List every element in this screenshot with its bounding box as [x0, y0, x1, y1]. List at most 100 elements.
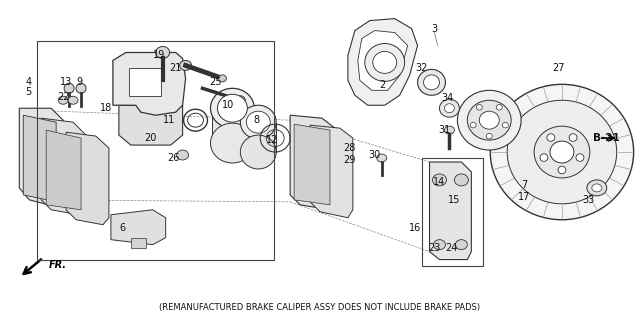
Bar — [241, 122, 276, 152]
Ellipse shape — [534, 126, 590, 178]
Text: 23: 23 — [428, 243, 441, 252]
Ellipse shape — [424, 75, 440, 90]
Polygon shape — [111, 210, 166, 244]
Ellipse shape — [507, 100, 617, 204]
Text: 21: 21 — [170, 63, 182, 73]
Text: 10: 10 — [222, 100, 234, 110]
Text: 2: 2 — [380, 80, 386, 90]
Ellipse shape — [444, 104, 454, 113]
Text: 28: 28 — [344, 143, 356, 153]
Ellipse shape — [218, 94, 247, 122]
Ellipse shape — [456, 240, 467, 250]
Text: 20: 20 — [145, 133, 157, 143]
Bar — [131, 238, 146, 248]
Polygon shape — [41, 118, 86, 215]
Text: 7: 7 — [521, 180, 527, 190]
Ellipse shape — [241, 105, 276, 139]
Ellipse shape — [180, 60, 191, 70]
Text: 14: 14 — [433, 177, 445, 187]
Ellipse shape — [569, 134, 577, 141]
Polygon shape — [348, 19, 417, 105]
Ellipse shape — [433, 174, 447, 186]
Ellipse shape — [156, 46, 170, 59]
Ellipse shape — [454, 174, 468, 186]
Ellipse shape — [470, 122, 476, 128]
Ellipse shape — [177, 150, 189, 160]
Ellipse shape — [377, 154, 387, 162]
Text: 34: 34 — [442, 93, 454, 103]
Ellipse shape — [558, 166, 566, 174]
Ellipse shape — [433, 240, 445, 250]
Text: 16: 16 — [408, 223, 420, 233]
Ellipse shape — [592, 184, 602, 192]
Text: (REMANUFACTURED BRAKE CALIPER ASSY DOES NOT INCLUDE BRAKE PADS): (REMANUFACTURED BRAKE CALIPER ASSY DOES … — [159, 303, 481, 312]
Ellipse shape — [496, 105, 502, 110]
Ellipse shape — [64, 83, 74, 93]
Bar — [129, 68, 161, 96]
Text: 5: 5 — [25, 87, 31, 97]
Bar — [212, 108, 252, 143]
Text: 31: 31 — [438, 125, 451, 135]
Ellipse shape — [502, 122, 508, 128]
Ellipse shape — [58, 96, 68, 104]
Polygon shape — [23, 115, 56, 202]
Text: 29: 29 — [344, 155, 356, 165]
Polygon shape — [46, 130, 81, 210]
Text: 27: 27 — [553, 63, 565, 73]
Polygon shape — [113, 52, 186, 115]
Polygon shape — [19, 108, 63, 207]
Text: 17: 17 — [518, 192, 531, 202]
Ellipse shape — [576, 154, 584, 161]
Text: 26: 26 — [168, 153, 180, 163]
Polygon shape — [119, 105, 182, 145]
Ellipse shape — [440, 99, 460, 117]
Polygon shape — [294, 124, 330, 205]
Text: FR.: FR. — [49, 260, 67, 269]
Text: 22: 22 — [57, 92, 69, 102]
Ellipse shape — [372, 52, 397, 73]
Text: 33: 33 — [582, 195, 595, 205]
Ellipse shape — [444, 126, 454, 134]
Ellipse shape — [218, 75, 227, 82]
Text: 18: 18 — [100, 103, 112, 113]
Bar — [422, 158, 483, 266]
Text: 13: 13 — [60, 77, 72, 87]
Polygon shape — [66, 132, 109, 225]
Ellipse shape — [211, 88, 254, 128]
Ellipse shape — [365, 44, 404, 81]
Text: 15: 15 — [448, 195, 461, 205]
Ellipse shape — [550, 141, 574, 163]
Ellipse shape — [540, 154, 548, 161]
Text: 11: 11 — [163, 115, 175, 125]
Ellipse shape — [211, 123, 254, 163]
Text: 3: 3 — [431, 24, 438, 34]
Text: 25: 25 — [209, 77, 221, 87]
Text: 32: 32 — [415, 63, 428, 73]
Polygon shape — [310, 125, 353, 218]
Polygon shape — [290, 115, 335, 210]
Text: 4: 4 — [25, 77, 31, 87]
Ellipse shape — [236, 96, 245, 105]
Text: B-21: B-21 — [593, 133, 620, 143]
Ellipse shape — [486, 133, 492, 139]
Text: 8: 8 — [253, 115, 259, 125]
Text: 24: 24 — [445, 243, 458, 252]
Ellipse shape — [458, 90, 521, 150]
Ellipse shape — [547, 134, 555, 141]
Text: 19: 19 — [152, 51, 165, 60]
Ellipse shape — [476, 105, 483, 110]
Ellipse shape — [246, 111, 270, 133]
Ellipse shape — [76, 83, 86, 93]
Polygon shape — [429, 162, 471, 260]
Text: 6: 6 — [120, 223, 126, 233]
Text: 12: 12 — [266, 135, 278, 145]
Text: 30: 30 — [369, 150, 381, 160]
Ellipse shape — [490, 84, 634, 220]
Polygon shape — [358, 31, 408, 90]
Ellipse shape — [68, 96, 78, 104]
Ellipse shape — [241, 135, 276, 169]
Ellipse shape — [479, 111, 499, 129]
Ellipse shape — [417, 69, 445, 95]
Ellipse shape — [587, 180, 607, 196]
Ellipse shape — [467, 100, 511, 140]
